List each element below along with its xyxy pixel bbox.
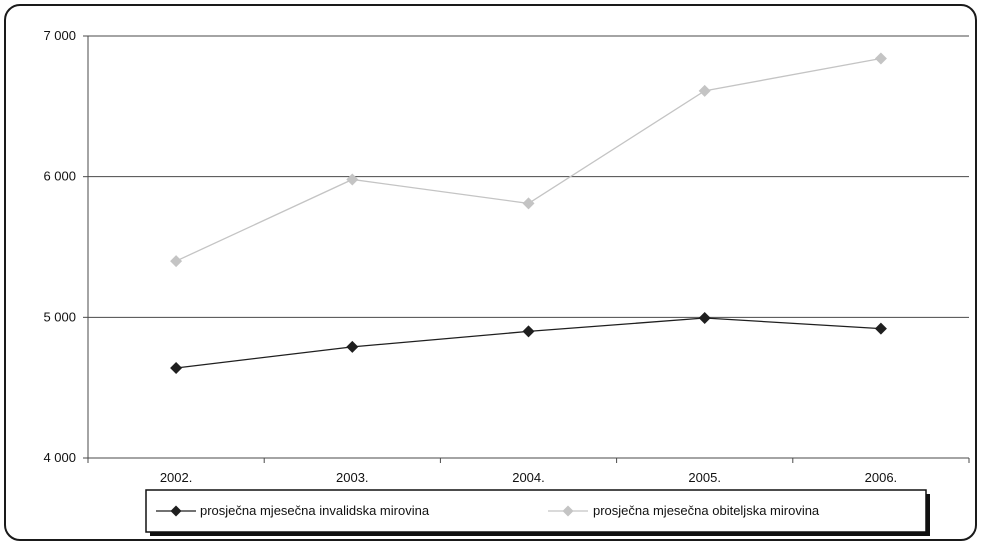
x-tick-label-2: 2004. xyxy=(512,470,545,485)
y-tick-label-1: 5 000 xyxy=(43,309,76,324)
series-0-point-4 xyxy=(874,322,887,335)
x-tick-label-1: 2003. xyxy=(336,470,369,485)
series-1-point-1 xyxy=(346,173,359,186)
legend-label-1: prosječna mjesečna obiteljska mirovina xyxy=(593,503,820,518)
legend-swatch-marker-1 xyxy=(562,505,574,517)
y-tick-label-3: 7 000 xyxy=(43,28,76,43)
series-1-point-0 xyxy=(170,255,183,268)
series-line-1 xyxy=(175,57,882,262)
axes xyxy=(87,36,969,459)
y-axis-ticks: 4 000 5 000 6 000 7 000 xyxy=(43,28,88,465)
x-axis-ticks: 2002. 2003. 2004. 2005. 2006. xyxy=(87,458,970,485)
series-group xyxy=(170,52,887,374)
legend-swatch-marker-0 xyxy=(170,505,182,517)
gridlines xyxy=(88,35,969,318)
x-tick-label-3: 2005. xyxy=(688,470,721,485)
chart-frame xyxy=(4,4,977,541)
legend-label-0: prosječna mjesečna invalidska mirovina xyxy=(200,503,430,518)
x-tick-label-4: 2006. xyxy=(865,470,898,485)
series-0-point-1 xyxy=(346,340,359,353)
series-1-point-2 xyxy=(522,197,535,210)
y-tick-label-2: 6 000 xyxy=(43,169,76,184)
series-1-point-3 xyxy=(698,84,711,97)
series-0-point-0 xyxy=(170,361,183,374)
legend-box xyxy=(145,489,927,533)
series-1-point-4 xyxy=(874,52,887,65)
x-tick-label-0: 2002. xyxy=(160,470,193,485)
series-0-point-3 xyxy=(698,312,711,325)
y-tick-label-0: 4 000 xyxy=(43,450,76,465)
legend: prosječna mjesečna invalidska mirovina pr… xyxy=(145,489,930,536)
series-0-point-2 xyxy=(522,325,535,338)
